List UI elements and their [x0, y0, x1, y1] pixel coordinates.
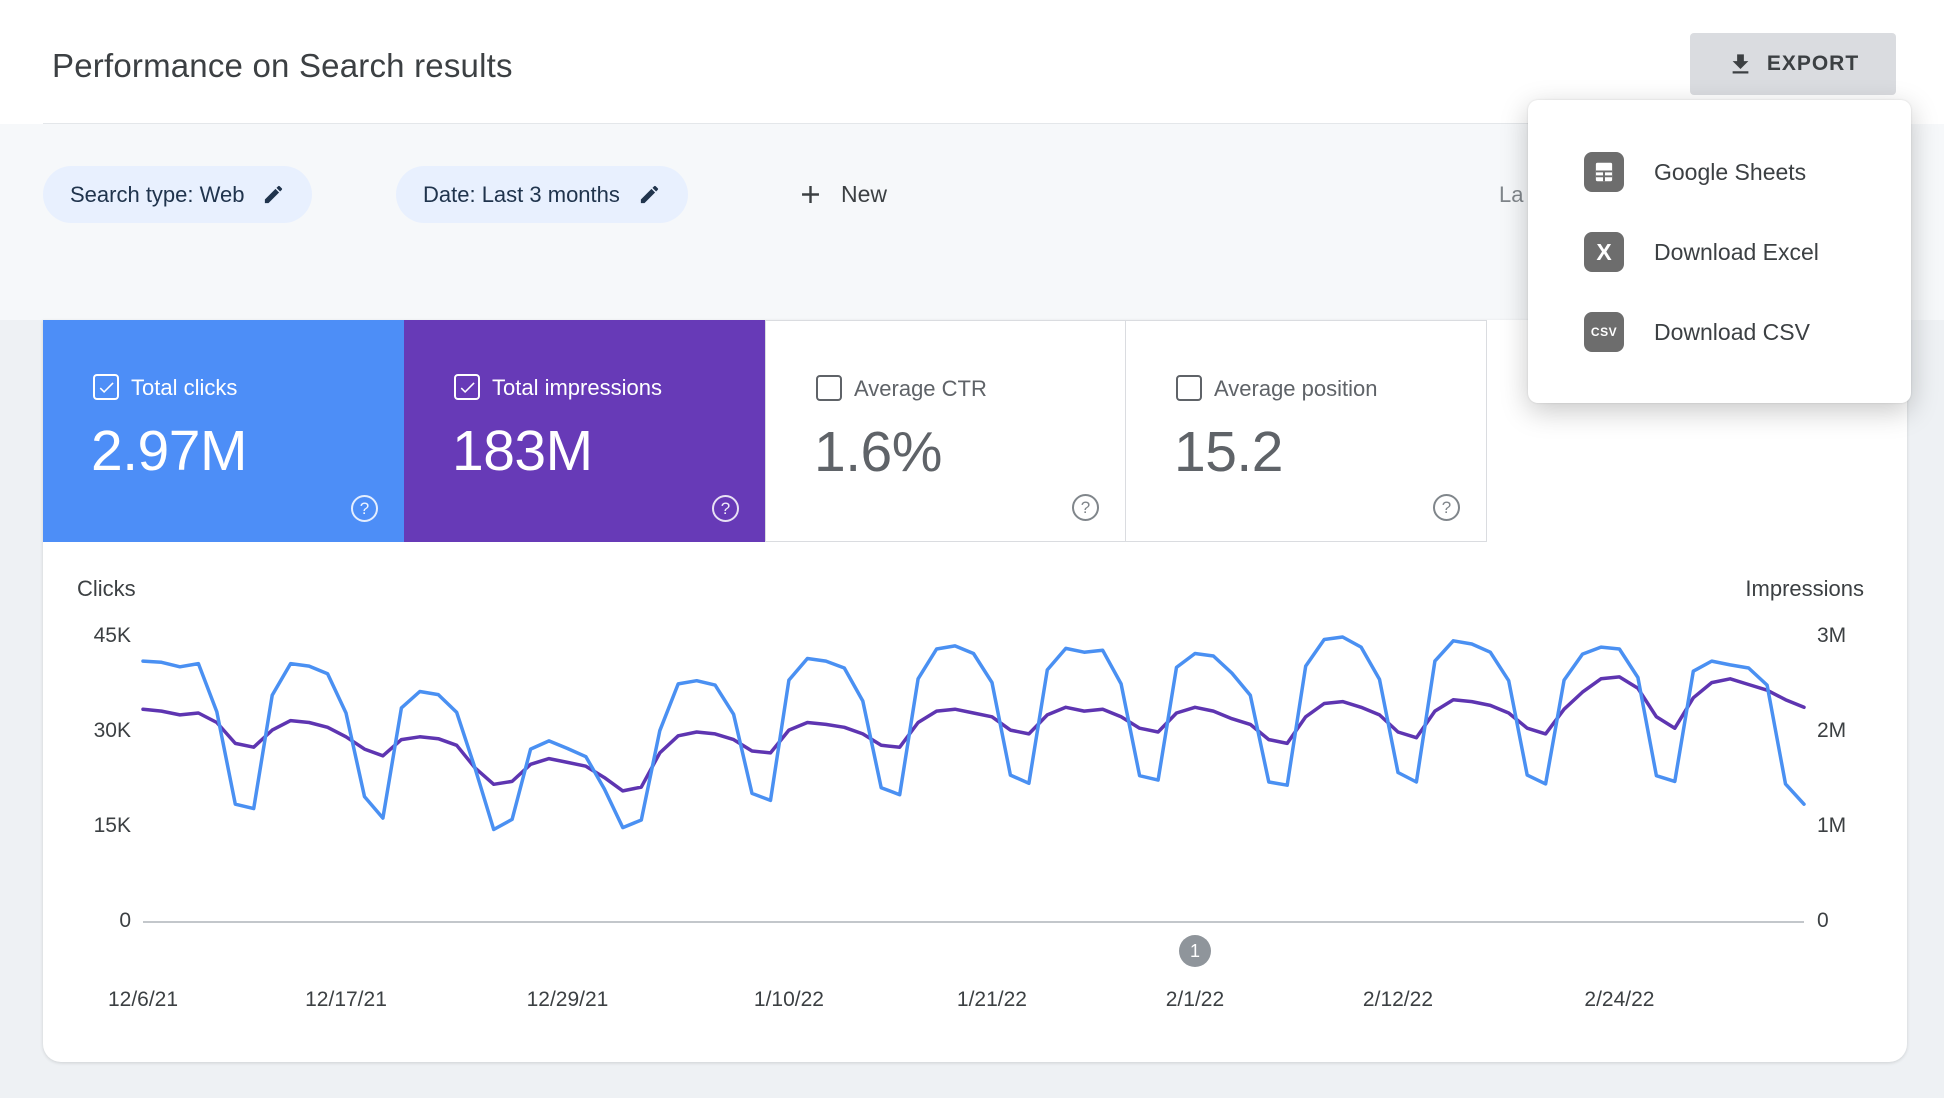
top-app-bar: Performance on Search results EXPORT [0, 0, 1944, 124]
export-menu: Google Sheets X Download Excel CSV Downl… [1528, 100, 1911, 403]
metric-label: Total impressions [492, 375, 662, 400]
help-icon[interactable]: ? [351, 495, 378, 522]
export-menu-item-label: Download Excel [1654, 238, 1819, 265]
x-axis-date-label: 2/24/22 [1584, 988, 1655, 1011]
export-menu-item-download-excel[interactable]: X Download Excel [1528, 212, 1911, 292]
filter-chip-date[interactable]: Date: Last 3 months [396, 166, 688, 223]
clicks-line [141, 635, 1806, 832]
x-axis-date-label: 1/21/22 [956, 988, 1027, 1011]
edit-pencil-icon[interactable] [262, 183, 285, 206]
header-divider [43, 123, 1907, 124]
chart-baseline [143, 921, 1804, 923]
impressions-line [141, 675, 1806, 793]
x-axis-date-label: 12/6/21 [107, 988, 179, 1011]
checkbox-average-ctr[interactable] [816, 375, 842, 401]
chart-annotation-marker[interactable]: 1 [1178, 935, 1211, 967]
filter-chip-date-label: Date: Last 3 months [423, 181, 620, 207]
edit-pencil-icon[interactable] [638, 183, 661, 206]
metric-card-total-clicks[interactable]: Total clicks 2.97M ? [43, 320, 404, 542]
checkbox-average-position[interactable] [1176, 375, 1202, 401]
x-axis-date-label: 12/17/21 [305, 988, 387, 1011]
metric-card-average-position[interactable]: Average position 15.2 ? [1126, 320, 1487, 542]
help-icon[interactable]: ? [712, 495, 739, 522]
help-icon[interactable]: ? [1433, 494, 1460, 521]
metric-label: Average CTR [854, 376, 987, 401]
x-axis-date-label: 2/1/22 [1165, 988, 1225, 1011]
right-axis-tick: 0 [1817, 909, 1829, 932]
metric-label: Average position [1214, 376, 1378, 401]
help-icon[interactable]: ? [1072, 494, 1099, 521]
filter-chip-search-type-label: Search type: Web [70, 181, 245, 207]
export-button-label: EXPORT [1766, 52, 1860, 75]
export-menu-item-google-sheets[interactable]: Google Sheets [1528, 132, 1911, 212]
metric-value: 1.6% [814, 420, 942, 484]
excel-icon: X [1584, 232, 1624, 272]
export-menu-item-label: Google Sheets [1654, 158, 1807, 185]
export-button[interactable]: EXPORT [1690, 33, 1896, 95]
metric-value: 2.97M [91, 419, 247, 483]
performance-chart-canvas[interactable] [141, 635, 1806, 922]
download-icon [1727, 51, 1754, 78]
filter-chip-search-type[interactable]: Search type: Web [43, 166, 313, 223]
x-axis-date-label: 1/10/22 [753, 988, 824, 1011]
checkbox-total-impressions[interactable] [454, 374, 480, 400]
right-axis-tick: 2M [1817, 719, 1847, 742]
x-axis-date-label: 12/29/21 [526, 988, 609, 1011]
plus-icon [796, 180, 825, 209]
metric-label: Total clicks [131, 375, 238, 400]
right-axis-tick: 3M [1817, 624, 1847, 647]
right-axis-tick: 1M [1817, 814, 1847, 837]
left-axis-tick: 0 [119, 909, 131, 932]
metric-value: 15.2 [1174, 420, 1283, 484]
new-filter-button[interactable]: New [790, 166, 893, 223]
left-axis-tick: 15K [93, 814, 131, 837]
last-updated-text-truncated: La [1499, 181, 1524, 207]
page-title: Performance on Search results [52, 47, 513, 84]
left-axis-tick: 30K [93, 719, 131, 742]
metric-value: 183M [452, 419, 593, 483]
export-menu-item-label: Download CSV [1654, 318, 1810, 345]
checkbox-total-clicks[interactable] [93, 374, 119, 400]
new-filter-label: New [841, 181, 888, 207]
x-axis-date-label: 2/12/22 [1362, 988, 1434, 1011]
google-sheets-icon [1584, 152, 1624, 192]
export-menu-item-download-csv[interactable]: CSV Download CSV [1528, 292, 1911, 372]
right-axis-title: Impressions [1745, 576, 1864, 601]
content-card: Total clicks 2.97M ? Total impressions 1… [43, 320, 1907, 1062]
metric-card-average-ctr[interactable]: Average CTR 1.6% ? [765, 320, 1126, 542]
left-axis-tick: 45K [93, 624, 131, 647]
csv-icon: CSV [1584, 312, 1624, 352]
left-axis-title: Clicks [77, 576, 136, 601]
metric-card-total-impressions[interactable]: Total impressions 183M ? [404, 320, 765, 542]
